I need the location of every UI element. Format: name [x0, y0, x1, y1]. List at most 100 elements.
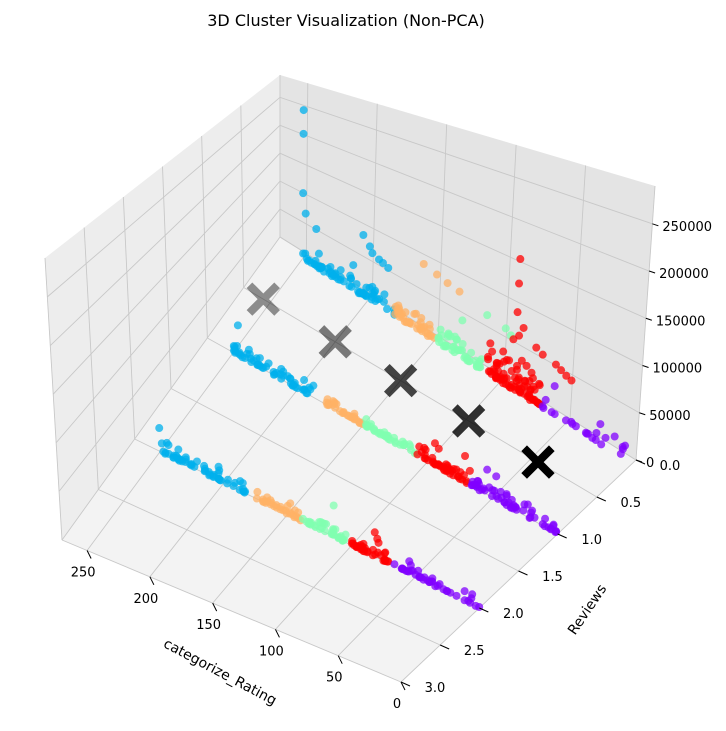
data-point	[302, 389, 311, 398]
data-point	[513, 308, 522, 317]
data-point	[229, 482, 238, 491]
z-tick-label: 50000	[649, 409, 690, 424]
data-point	[517, 384, 526, 393]
z-tick	[639, 412, 646, 416]
data-point	[397, 311, 406, 320]
data-point	[528, 374, 537, 383]
data-point	[346, 274, 355, 283]
data-point	[367, 295, 376, 304]
data-point	[524, 392, 533, 401]
data-point	[362, 283, 371, 292]
data-point	[368, 282, 377, 291]
data-point	[452, 465, 461, 474]
data-point	[370, 528, 379, 537]
y-tick-label: 0.0	[660, 459, 681, 474]
data-point	[408, 566, 417, 575]
data-point	[312, 225, 321, 234]
grid-line	[569, 165, 587, 419]
data-point	[332, 400, 341, 409]
grid-line	[61, 539, 402, 683]
data-point	[561, 416, 570, 425]
data-point	[326, 267, 335, 276]
data-point	[327, 530, 336, 539]
z-tick-label: 150000	[656, 314, 706, 329]
data-point	[417, 448, 426, 457]
data-point	[434, 334, 443, 343]
x-tick	[400, 681, 406, 691]
z-tick-label: 250000	[662, 220, 712, 235]
data-point	[441, 342, 450, 351]
data-point	[456, 346, 465, 355]
data-point	[495, 359, 504, 368]
data-point	[465, 466, 474, 475]
data-point	[452, 591, 461, 600]
axis-panes	[45, 75, 655, 682]
grid-line	[122, 196, 136, 440]
data-point	[335, 407, 344, 416]
data-point	[562, 371, 571, 380]
x-tick-label: 50	[326, 671, 343, 686]
data-point	[276, 370, 285, 379]
data-point	[374, 538, 383, 547]
data-point	[172, 451, 181, 460]
data-point	[286, 379, 295, 388]
data-point	[513, 361, 522, 370]
data-point	[390, 560, 399, 569]
grid-line	[371, 103, 378, 295]
data-point	[352, 280, 361, 289]
data-point	[423, 576, 432, 585]
data-point	[449, 342, 458, 351]
data-point	[370, 426, 379, 435]
x-tick	[149, 576, 155, 586]
data-point	[294, 508, 303, 517]
data-point	[253, 487, 262, 496]
data-point	[509, 335, 518, 344]
data-point	[461, 452, 470, 461]
data-point	[506, 503, 515, 512]
data-point	[365, 242, 374, 251]
x-tick-label: 100	[259, 644, 284, 659]
data-point	[460, 471, 469, 480]
data-point	[239, 487, 248, 496]
axis-ticks: 250 200 150 100 50 0 0.0 0.5 1.0 1.5 2.0 2.5 3.0 0 500…	[71, 220, 712, 712]
data-point	[298, 514, 307, 523]
data-point	[276, 502, 285, 511]
data-point	[369, 545, 378, 554]
x-tick	[212, 602, 218, 612]
data-point	[500, 498, 509, 507]
data-point	[432, 270, 441, 279]
data-point	[461, 352, 470, 361]
centroid-stroke	[451, 404, 486, 438]
y-tick	[596, 496, 607, 502]
centroid-marker	[521, 445, 555, 479]
centroid-marker	[246, 282, 280, 316]
data-point	[345, 281, 354, 290]
grid-line	[437, 124, 448, 337]
data-point	[530, 385, 539, 394]
data-point	[621, 441, 630, 450]
data-point	[460, 587, 469, 596]
data-point	[475, 357, 484, 366]
data-point	[541, 395, 550, 404]
centroid-marker	[383, 363, 418, 398]
grid-line	[98, 489, 441, 646]
y-tick-label: 2.5	[464, 644, 485, 659]
x-tick-label: 0	[393, 697, 401, 712]
data-point	[499, 347, 508, 356]
data-point	[610, 432, 619, 441]
data-point	[335, 533, 344, 542]
data-point	[161, 449, 170, 458]
y-tick-label: 3.0	[425, 681, 446, 696]
data-point	[434, 444, 443, 453]
data-point	[538, 350, 547, 359]
data-point	[362, 420, 371, 429]
x-tick	[86, 550, 92, 559]
back-left-pane	[45, 75, 280, 540]
data-point	[601, 433, 610, 442]
grid-line	[83, 227, 99, 490]
data-point	[214, 462, 223, 471]
data-point	[164, 441, 173, 450]
data-point	[532, 398, 541, 407]
grid-line	[503, 144, 517, 378]
